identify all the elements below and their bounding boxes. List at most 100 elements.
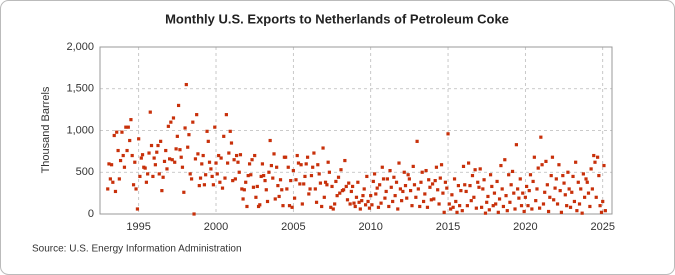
point xyxy=(335,194,339,198)
point xyxy=(589,167,593,171)
point xyxy=(113,189,118,194)
point xyxy=(280,188,284,192)
point xyxy=(508,200,512,204)
point xyxy=(424,168,428,173)
point xyxy=(176,103,181,108)
point xyxy=(278,178,283,182)
point xyxy=(267,170,271,174)
point xyxy=(106,187,110,191)
point xyxy=(187,133,191,137)
point xyxy=(414,195,418,199)
point xyxy=(536,166,540,170)
point xyxy=(256,204,261,209)
point xyxy=(546,209,551,214)
point xyxy=(432,197,436,201)
point xyxy=(352,201,356,205)
point xyxy=(347,181,351,185)
point xyxy=(336,175,341,179)
point xyxy=(305,155,310,159)
point xyxy=(179,155,183,159)
point xyxy=(312,151,316,155)
point xyxy=(513,207,517,211)
point xyxy=(459,189,463,193)
point xyxy=(260,162,265,166)
point xyxy=(363,203,368,207)
point xyxy=(195,113,199,117)
point xyxy=(133,160,137,164)
x-tick-label: 2000 xyxy=(204,221,228,233)
point xyxy=(405,196,409,200)
point xyxy=(492,191,497,195)
point xyxy=(495,179,499,184)
point xyxy=(554,177,558,181)
point xyxy=(416,187,420,191)
point xyxy=(443,180,448,184)
y-tick-label: 1,500 xyxy=(66,83,94,95)
point xyxy=(486,194,490,199)
point xyxy=(543,190,547,194)
point xyxy=(518,177,522,181)
point xyxy=(214,161,218,165)
point xyxy=(393,194,397,198)
point xyxy=(357,200,361,204)
point xyxy=(255,184,259,189)
point xyxy=(391,199,395,204)
point xyxy=(428,185,432,189)
point xyxy=(318,181,323,185)
point xyxy=(323,180,328,184)
point xyxy=(478,167,482,171)
point xyxy=(326,160,330,164)
point xyxy=(527,189,531,193)
point xyxy=(365,174,369,179)
point xyxy=(376,205,381,209)
point xyxy=(322,195,326,199)
point xyxy=(468,184,472,188)
point xyxy=(211,183,215,187)
point xyxy=(452,177,457,181)
point xyxy=(311,165,315,169)
point xyxy=(439,163,444,167)
point xyxy=(285,187,289,191)
point xyxy=(568,205,573,209)
point xyxy=(148,110,152,114)
point xyxy=(264,188,268,192)
point xyxy=(575,209,579,213)
point xyxy=(584,177,588,181)
point xyxy=(476,180,480,184)
point xyxy=(286,165,290,169)
point xyxy=(287,204,292,208)
point xyxy=(474,206,478,210)
point xyxy=(140,153,145,157)
point xyxy=(343,158,347,163)
point xyxy=(467,161,471,165)
point xyxy=(130,153,134,158)
point xyxy=(398,187,402,191)
point xyxy=(483,211,488,215)
point xyxy=(157,172,161,176)
point xyxy=(220,186,225,190)
point xyxy=(246,173,250,178)
point xyxy=(579,187,583,191)
point xyxy=(233,177,237,181)
point xyxy=(191,120,195,124)
point xyxy=(354,195,359,199)
point xyxy=(117,177,121,181)
point xyxy=(418,204,422,209)
point xyxy=(505,209,509,213)
point xyxy=(291,168,295,173)
point xyxy=(403,184,408,188)
point xyxy=(296,161,301,165)
point xyxy=(370,203,374,207)
point xyxy=(178,148,182,152)
point xyxy=(463,183,467,187)
point xyxy=(121,153,125,158)
point xyxy=(165,167,169,171)
point xyxy=(590,187,594,191)
point xyxy=(168,157,172,161)
point xyxy=(501,204,506,209)
point xyxy=(110,163,114,167)
y-tick-label: 1,000 xyxy=(66,124,94,136)
point xyxy=(236,160,240,164)
point xyxy=(530,207,534,211)
